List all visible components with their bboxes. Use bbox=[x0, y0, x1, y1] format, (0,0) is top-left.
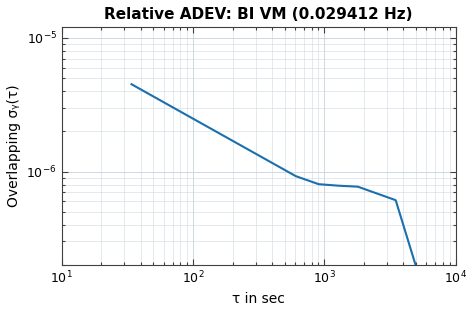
Title: Relative ADEV: BI VM (0.029412 Hz): Relative ADEV: BI VM (0.029412 Hz) bbox=[104, 7, 413, 22]
Y-axis label: Overlapping σᵧ(τ): Overlapping σᵧ(τ) bbox=[7, 85, 21, 208]
X-axis label: τ in sec: τ in sec bbox=[232, 292, 285, 306]
